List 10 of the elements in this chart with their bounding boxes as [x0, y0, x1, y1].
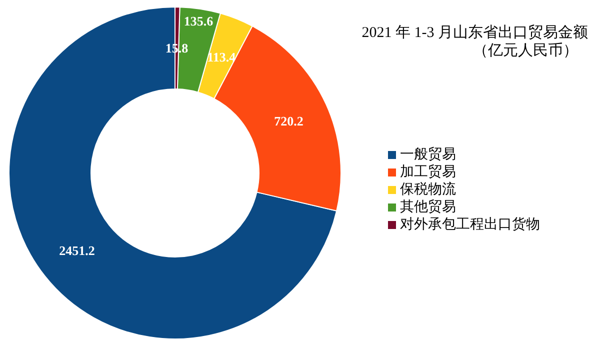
legend-label: 一般贸易 [400, 146, 456, 162]
text: （亿元人民币） [473, 42, 578, 59]
text: 2021 年 1-3 月山东省出口贸易金额 [362, 24, 588, 41]
legend-label: 加工贸易 [400, 164, 456, 180]
data-label: 2451.2 [59, 243, 95, 258]
data-label: 135.6 [184, 13, 214, 28]
legend-label: 对外承包工程出口货物 [400, 216, 540, 232]
legend-label: 其他贸易 [400, 199, 456, 215]
legend-label: 保税物流 [400, 182, 456, 198]
data-label: 720.2 [274, 114, 304, 129]
